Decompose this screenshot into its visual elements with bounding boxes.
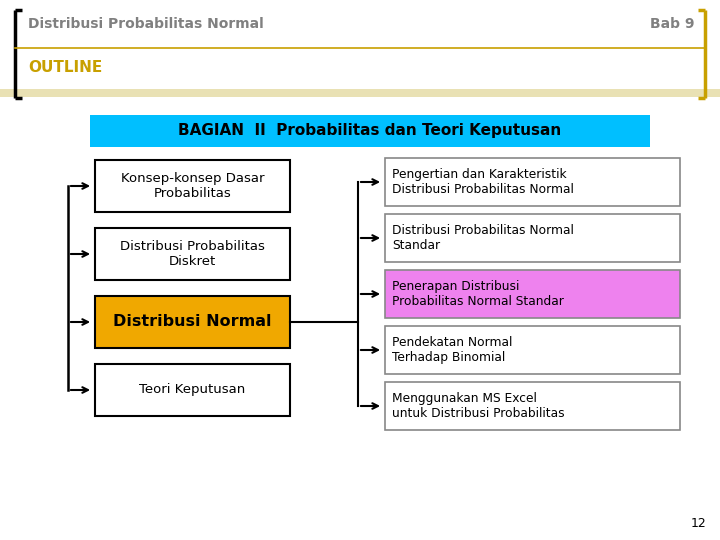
FancyBboxPatch shape [385, 214, 680, 262]
Text: Pendekatan Normal
Terhadap Binomial: Pendekatan Normal Terhadap Binomial [392, 336, 513, 364]
Text: Distribusi Normal: Distribusi Normal [113, 314, 271, 329]
FancyBboxPatch shape [385, 158, 680, 206]
Text: Menggunakan MS Excel
untuk Distribusi Probabilitas: Menggunakan MS Excel untuk Distribusi Pr… [392, 392, 564, 420]
Text: Konsep-konsep Dasar
Probabilitas: Konsep-konsep Dasar Probabilitas [121, 172, 264, 200]
Text: Bab 9: Bab 9 [650, 17, 695, 31]
FancyBboxPatch shape [385, 270, 680, 318]
Bar [0, 89, 720, 97]
FancyBboxPatch shape [385, 382, 680, 430]
Text: Pengertian dan Karakteristik
Distribusi Probabilitas Normal: Pengertian dan Karakteristik Distribusi … [392, 168, 574, 196]
Text: Distribusi Probabilitas Normal
Standar: Distribusi Probabilitas Normal Standar [392, 224, 574, 252]
FancyBboxPatch shape [90, 115, 650, 147]
Text: Distribusi Probabilitas
Diskret: Distribusi Probabilitas Diskret [120, 240, 265, 268]
Text: BAGIAN  II  Probabilitas dan Teori Keputusan: BAGIAN II Probabilitas dan Teori Keputus… [179, 124, 562, 138]
Text: Teori Keputusan: Teori Keputusan [140, 383, 246, 396]
FancyBboxPatch shape [385, 326, 680, 374]
FancyBboxPatch shape [95, 228, 290, 280]
Text: Penerapan Distribusi
Probabilitas Normal Standar: Penerapan Distribusi Probabilitas Normal… [392, 280, 564, 308]
Text: 12: 12 [690, 517, 706, 530]
FancyBboxPatch shape [95, 364, 290, 416]
Text: Distribusi Probabilitas Normal: Distribusi Probabilitas Normal [28, 17, 264, 31]
FancyBboxPatch shape [95, 296, 290, 348]
FancyBboxPatch shape [95, 160, 290, 212]
Text: OUTLINE: OUTLINE [28, 60, 102, 76]
